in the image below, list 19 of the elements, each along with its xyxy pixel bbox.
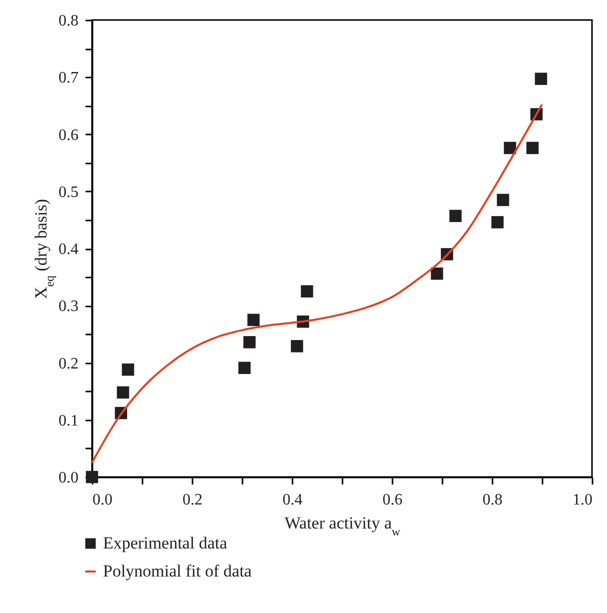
y-tick-label: 0.3	[58, 298, 78, 316]
y-tick-label: 0.2	[58, 355, 78, 372]
y-tick-label: 0.7	[58, 70, 78, 87]
legend-label: Experimental data	[103, 534, 228, 552]
x-tick-label: 0.6	[382, 492, 402, 508]
x-tick-label: 1.0	[572, 492, 592, 508]
x-tick-label: 0.2	[182, 492, 202, 508]
legend-label: Polynomial fit of data	[103, 562, 252, 580]
x-tick-label: 0.0	[92, 492, 112, 508]
y-tick-label: 0.1	[58, 412, 78, 430]
y-tick-label: 0.0	[58, 470, 78, 486]
x-tick-label: 0.8	[482, 492, 502, 508]
y-tick-label: 0.8	[58, 12, 78, 30]
y-tick-label: 0.5	[58, 184, 78, 201]
y-tick-label: 0.4	[58, 241, 78, 258]
line-series	[91, 104, 543, 464]
x-tick-label: 0.4	[282, 492, 302, 508]
x-axis-title: Water activity a$_{w}$	[284, 514, 401, 538]
y-tick-label: 0.6	[58, 126, 78, 144]
